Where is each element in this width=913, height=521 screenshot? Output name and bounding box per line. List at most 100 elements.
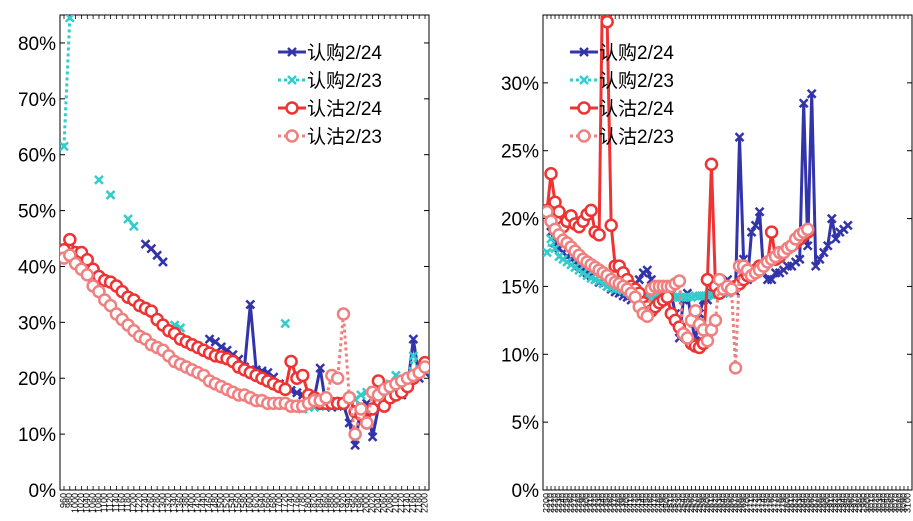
x-tick-label: 1880: [326, 493, 336, 513]
data-point: [798, 98, 809, 109]
legend-swatch-marker: [579, 75, 589, 85]
x-tick-label: 1940: [344, 493, 354, 513]
x-tick-label: 2780: [774, 493, 784, 513]
legend-swatch-marker: [577, 129, 591, 143]
series-3: [543, 205, 815, 375]
x-tick-label: 1360: [175, 493, 185, 513]
x-tick-label: 1440: [198, 493, 208, 513]
x-tick-label: 1220: [134, 493, 144, 513]
x-tick-label: 2160: [408, 493, 418, 513]
x-tick-label: 2400: [622, 493, 632, 513]
data-point: [204, 334, 215, 345]
x-tick-label: 2930: [834, 493, 844, 513]
y-tick-label: 40%: [18, 257, 56, 278]
x-tick-label: 2000: [361, 493, 371, 513]
data-point: [278, 382, 293, 397]
legend-swatch-marker: [579, 47, 589, 57]
x-tick-label: 1560: [233, 493, 243, 513]
x-tick-label: 2820: [790, 493, 800, 513]
x-tick-label: 1260: [146, 493, 156, 513]
x-tick-label: 1700: [274, 493, 284, 513]
x-tick-label: 2440: [638, 493, 648, 513]
data-point: [550, 243, 560, 254]
data-point: [408, 334, 419, 345]
data-point: [348, 427, 362, 441]
x-tick-label: 2460: [646, 493, 656, 513]
data-point: [754, 206, 765, 217]
series-3: [60, 248, 429, 441]
x-tick-label: 3040: [878, 493, 888, 513]
legend-item: 认购2/24: [278, 42, 382, 64]
x-tick-label: 2590: [698, 493, 708, 513]
x-tick-label: 2310: [585, 493, 595, 513]
data-point: [600, 15, 614, 29]
data-point: [826, 213, 837, 224]
x-tick-label: 2380: [614, 493, 624, 513]
x-tick-label: 2880: [814, 493, 824, 513]
data-point: [746, 227, 757, 238]
x-tick-label: 1460: [204, 493, 214, 513]
x-tick-label: 1520: [221, 493, 231, 513]
x-tick-label: 2980: [854, 493, 864, 513]
data-point: [64, 15, 75, 23]
legend-item: 认购2/23: [570, 70, 674, 92]
x-tick-label: 2870: [810, 493, 820, 513]
x-tick-label: 2220: [549, 493, 559, 513]
x-tick-label: 3030: [874, 493, 884, 513]
data-point: [543, 247, 552, 258]
x-tick-label: 2120: [396, 493, 406, 513]
x-tick-label: 1120: [105, 493, 115, 512]
x-tick-label: 1300: [157, 493, 167, 513]
x-tick-label: 1400: [186, 493, 196, 513]
data-point: [724, 282, 739, 296]
x-tick-label: 1960: [350, 493, 360, 513]
data-point: [60, 141, 69, 152]
x-tick-label: 2320: [590, 493, 600, 513]
x-tick-label: 2500: [662, 493, 672, 513]
y-tick-label: 80%: [18, 34, 56, 55]
x-tick-label: 2210: [545, 493, 555, 513]
x-tick-label: 1600: [245, 493, 255, 513]
x-tick-label: 2280: [573, 493, 583, 513]
legend-swatch-marker: [285, 101, 299, 115]
data-point: [688, 304, 703, 318]
x-tick-label: 2300: [581, 493, 591, 513]
legend-item: 认沽2/23: [278, 126, 382, 148]
x-tick-label: 2620: [710, 493, 720, 513]
legend-item: 认购2/23: [278, 70, 382, 92]
x-tick-label: 2490: [658, 493, 668, 513]
x-tick-label: 1140: [111, 493, 121, 512]
y-tick-label: 10%: [18, 425, 56, 446]
legend-label: 认沽2/24: [307, 98, 382, 120]
x-tick-label: 2390: [618, 493, 628, 513]
y-tick-label: 0%: [29, 481, 57, 502]
data-point: [764, 225, 779, 239]
x-tick-label: 1760: [291, 493, 301, 513]
x-tick-label: 2910: [826, 493, 836, 513]
x-tick-label: 2680: [734, 493, 744, 513]
x-tick-label: 1720: [280, 493, 290, 513]
legend: 认购2/24 认购2/23 认沽2/24 认沽2/23: [278, 42, 382, 148]
x-tick-label: 1020: [76, 493, 86, 513]
data-point: [708, 313, 723, 328]
x-tick-label: 2630: [714, 493, 724, 513]
x-tick-label: 2200: [419, 493, 429, 513]
legend-item: 认沽2/24: [570, 98, 674, 120]
x-tick-label: 2470: [650, 493, 660, 513]
x-tick-label: 2650: [722, 493, 732, 513]
x-tick-label: 1980: [355, 493, 365, 513]
x-tick-label: 1060: [87, 493, 97, 513]
data-point: [216, 342, 227, 352]
x-tick-label: 2700: [742, 493, 752, 513]
x-tick-label: 3060: [886, 493, 896, 513]
y-tick-label: 20%: [501, 210, 539, 231]
x-tick-label: 2250: [561, 493, 571, 513]
x-tick-label: 2340: [598, 493, 608, 513]
x-tick-label: 2580: [694, 493, 704, 513]
legend-label: 认沽2/24: [599, 98, 674, 120]
chart-right: 0%5%10%15%20%25%30%220022102220223022402…: [501, 14, 913, 513]
series-area: [60, 15, 429, 451]
x-tick-label: 1740: [285, 493, 295, 513]
x-tick-label: 2600: [702, 493, 712, 513]
data-point: [418, 360, 429, 374]
